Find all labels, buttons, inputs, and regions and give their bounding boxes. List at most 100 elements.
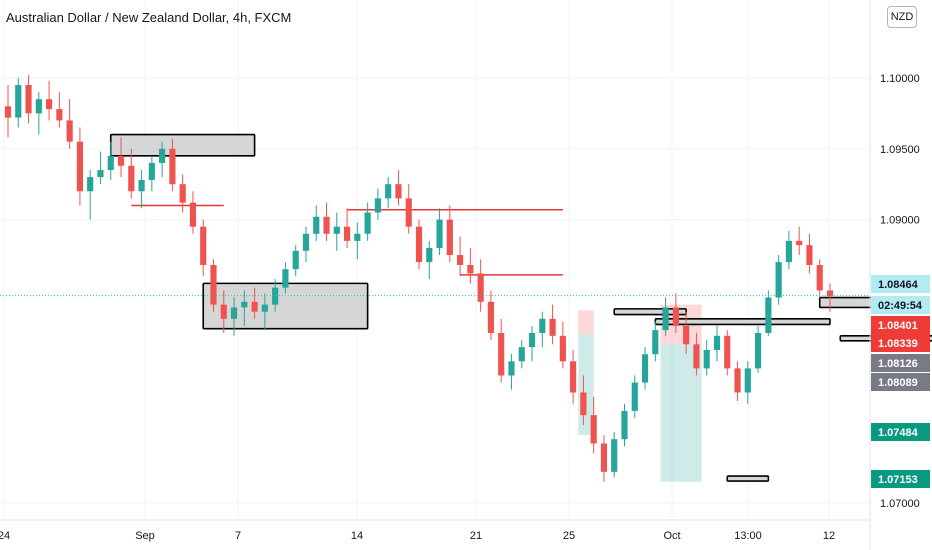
x-tick-label: 13:00 <box>734 530 762 542</box>
x-tick-label: Sep <box>135 530 155 542</box>
candle-body <box>652 330 659 355</box>
candle-body <box>611 439 618 472</box>
candle-body <box>703 349 710 369</box>
candle-body <box>724 335 731 369</box>
price-label-bg <box>871 470 930 488</box>
candle-body <box>200 226 207 265</box>
candle-body <box>744 368 751 393</box>
candle-body <box>292 250 299 270</box>
candle-body <box>549 318 556 336</box>
candle-body <box>4 106 12 118</box>
candle-body <box>354 233 361 241</box>
candle-body <box>302 233 310 251</box>
candle-body <box>128 165 135 192</box>
candle-body <box>159 148 166 163</box>
candle-body <box>806 245 813 265</box>
grid-lines <box>0 0 870 520</box>
candle-body <box>528 332 536 348</box>
candle-body <box>374 198 381 213</box>
candle-body <box>600 443 608 472</box>
price-label-target: 1.07484 <box>878 427 919 439</box>
candle-body <box>169 148 176 185</box>
price-label-bg <box>871 354 930 372</box>
candle-body <box>621 410 628 440</box>
candle-body <box>796 240 803 246</box>
price-scale[interactable]: 1.10000 1.09500 1.09000 1.07000 <box>869 0 920 550</box>
y-tick-label: 1.09000 <box>880 215 920 227</box>
candle-body <box>785 240 792 263</box>
candle-body <box>148 162 155 180</box>
candle-body <box>76 141 84 192</box>
candle-body <box>364 212 371 234</box>
y-tick-label: 1.10000 <box>880 73 920 85</box>
candle-body <box>662 307 669 331</box>
candle-body <box>693 344 700 369</box>
candle-body <box>672 307 679 326</box>
candle-body <box>333 226 340 234</box>
candle-body <box>282 269 289 288</box>
price-label-bg <box>871 316 930 334</box>
candle-body <box>210 264 217 305</box>
candle-body <box>343 226 351 241</box>
zone-rectangle[interactable] <box>109 133 256 157</box>
candle-body <box>683 325 690 345</box>
candle-body <box>323 216 330 234</box>
candle-body <box>15 85 22 118</box>
price-label-current: 1.08464 <box>878 279 919 291</box>
candle-body <box>313 216 320 234</box>
candle-body <box>66 120 73 142</box>
candle-body <box>467 264 474 274</box>
candle-body <box>261 304 268 312</box>
candle-body <box>46 99 53 110</box>
candles-layer <box>4 75 834 482</box>
candle-body <box>385 184 392 199</box>
price-label-bg <box>871 373 930 391</box>
price-label-bg <box>871 296 930 314</box>
candle-body <box>220 304 227 319</box>
zone-rectangle[interactable] <box>654 318 831 326</box>
candle-body <box>241 301 248 308</box>
position-stop-area[interactable] <box>578 310 594 335</box>
candle-body <box>426 247 433 263</box>
candle-body <box>518 347 525 362</box>
price-labels: 1.08464 02:49:54 1.08401 1.08339 1.08126 1.08… <box>871 275 930 488</box>
candle-body <box>272 287 279 305</box>
candle-body <box>734 368 741 393</box>
candle-body <box>446 219 453 256</box>
candle-body <box>436 219 443 248</box>
x-tick-label: 25 <box>563 530 575 542</box>
candle-body <box>539 318 546 333</box>
chart-title: Australian Dollar / New Zealand Dollar, … <box>6 10 292 25</box>
candle-body <box>580 392 587 416</box>
candle-body <box>87 177 94 192</box>
candle-body <box>230 307 238 319</box>
x-tick-label: 21 <box>470 530 482 542</box>
candle-body <box>415 226 423 263</box>
candle-body <box>754 332 762 369</box>
price-label-countdown: 02:49:54 <box>878 300 923 312</box>
y-tick-label: 1.07000 <box>880 498 920 510</box>
x-tick-label: 12 <box>823 530 835 542</box>
zone-rectangle[interactable] <box>726 475 770 482</box>
candle-body <box>570 361 577 393</box>
candle-body <box>559 335 566 362</box>
candle-body <box>395 184 402 199</box>
candle-body <box>713 335 721 350</box>
candle-body <box>457 255 464 265</box>
candle-body <box>816 264 823 291</box>
candle-body <box>765 297 772 333</box>
candle-body <box>97 170 104 178</box>
x-tick-label: 24 <box>0 530 10 542</box>
time-scale[interactable]: 24 Sep 7 14 21 25 Oct 13:00 12 <box>0 519 870 542</box>
candle-body <box>107 155 114 171</box>
candle-body <box>405 198 412 227</box>
price-label-grey: 1.08126 <box>878 358 918 370</box>
currency-button[interactable]: NZD <box>887 6 917 28</box>
price-label-grey: 1.08089 <box>878 377 918 389</box>
candle-body <box>138 179 145 192</box>
candle-body <box>117 155 125 166</box>
candle-body <box>775 262 782 298</box>
candle-body <box>189 202 197 227</box>
x-tick-label: 7 <box>235 530 241 542</box>
